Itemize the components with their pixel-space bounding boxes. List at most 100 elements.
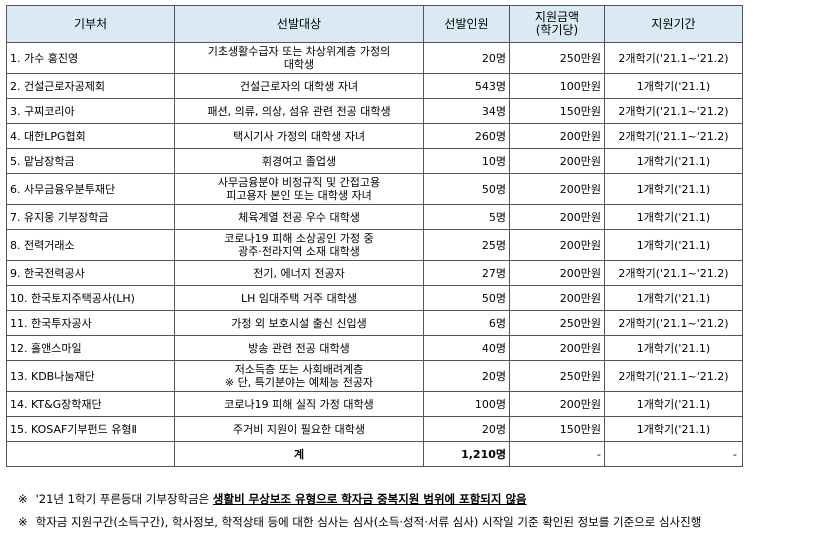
count-cell: 20명 (423, 416, 510, 442)
target-line: 사무금융분야 비정규직 및 간접고용 (217, 176, 381, 189)
target-cell: 주거비 지원이 필요한 대학생 (174, 416, 424, 442)
period-cell: 1개학기('21.1) (604, 229, 743, 261)
period-cell: 1개학기('21.1) (604, 416, 743, 442)
table-row: 15. KOSAF기부펀드 유형Ⅱ 주거비 지원이 필요한 대학생 20명 150만원… (6, 416, 743, 442)
amount-cell: 200만원 (509, 335, 605, 361)
count-cell: 5명 (423, 204, 510, 230)
table-row: 10. 한국토지주택공사(LH) LH 임대주택 거주 대학생 50명 200만원 1개… (6, 285, 743, 311)
count-cell: 100명 (423, 391, 510, 417)
table-row: 8. 전력거래소 코로나19 피해 소상공인 가정 중 광주·전라지역 소재 대학생… (6, 229, 743, 261)
period-cell: 2개학기('21.1~'21.2) (604, 123, 743, 149)
count-cell: 260명 (423, 123, 510, 149)
amount-cell: 200만원 (509, 260, 605, 286)
count-cell: 20명 (423, 42, 510, 74)
amount-cell: 150만원 (509, 416, 605, 442)
donor-cell: 4. 대한LPG협회 (6, 123, 175, 149)
target-cell: 사무금융분야 비정규직 및 간접고용 피고용자 본인 또는 대학생 자녀 (174, 173, 424, 205)
footnote-2: ※ 학자금 지원구간(소득구간), 학사정보, 학적상태 등에 대한 심사는 심사… (18, 511, 701, 534)
target-line: 가정 외 보호시설 출신 신입생 (231, 316, 367, 330)
target-cell: 코로나19 피해 실직 가정 대학생 (174, 391, 424, 417)
footnote-1-text: '21년 1학기 푸른등대 기부장학금은 (35, 492, 213, 506)
scholarship-table: 기부처 선발대상 선발인원 지원금액 (학기당) 지원기간 1. 가수 홍진영 기… (6, 5, 743, 467)
target-line: 코로나19 피해 실직 가정 대학생 (224, 397, 374, 411)
note-mark: ※ (18, 492, 28, 506)
period-cell: 2개학기('21.1~'21.2) (604, 42, 743, 74)
table-row: 4. 대한LPG협회 택시기사 가정의 대학생 자녀 260명 200만원 2개학기('… (6, 123, 743, 149)
count-cell: 10명 (423, 148, 510, 174)
target-line: 전기, 에너지 전공자 (253, 266, 345, 280)
target-cell: 가정 외 보호시설 출신 신입생 (174, 310, 424, 336)
total-amount: - (509, 441, 605, 467)
count-cell: 50명 (423, 285, 510, 311)
donor-cell: 3. 구찌코리아 (6, 98, 175, 124)
period-cell: 2개학기('21.1~'21.2) (604, 360, 743, 392)
period-cell: 1개학기('21.1) (604, 391, 743, 417)
target-line: 방송 관련 전공 대학생 (248, 341, 350, 355)
period-cell: 2개학기('21.1~'21.2) (604, 310, 743, 336)
target-line: 택시기사 가정의 대학생 자녀 (233, 129, 365, 143)
footnotes: ※ '21년 1학기 푸른등대 기부장학금은 생활비 무상보조 유형으로 학자금 … (18, 488, 701, 534)
total-label: 계 (174, 441, 424, 467)
period-cell: 2개학기('21.1~'21.2) (604, 260, 743, 286)
amount-cell: 150만원 (509, 98, 605, 124)
amount-cell: 200만원 (509, 391, 605, 417)
target-cell: LH 임대주택 거주 대학생 (174, 285, 424, 311)
header-count: 선발인원 (423, 5, 510, 43)
total-empty-cell (6, 441, 175, 467)
amount-cell: 200만원 (509, 229, 605, 261)
amount-cell: 200만원 (509, 204, 605, 230)
target-line: 패션, 의류, 의상, 섬유 관련 전공 대학생 (207, 104, 391, 118)
footnote-2-text: 학자금 지원구간(소득구간), 학사정보, 학적상태 등에 대한 심사는 심사(… (35, 515, 702, 529)
target-cell: 방송 관련 전공 대학생 (174, 335, 424, 361)
total-count: 1,210명 (423, 441, 510, 467)
target-line: 광주·전라지역 소재 대학생 (238, 245, 360, 258)
amount-cell: 250만원 (509, 310, 605, 336)
table-row: 11. 한국투자공사 가정 외 보호시설 출신 신입생 6명 250만원 2개학기('2… (6, 310, 743, 336)
target-line: 코로나19 피해 소상공인 가정 중 (224, 232, 374, 245)
target-line: 체육계열 전공 우수 대학생 (238, 210, 360, 224)
table-row: 7. 유지웅 기부장학금 체육계열 전공 우수 대학생 5명 200만원 1개학기('2… (6, 204, 743, 230)
table-row: 14. KT&G장학재단 코로나19 피해 실직 가정 대학생 100명 200만원 1… (6, 391, 743, 417)
donor-cell: 13. KDB나눔재단 (6, 360, 175, 392)
period-cell: 1개학기('21.1) (604, 204, 743, 230)
table-row: 9. 한국전력공사 전기, 에너지 전공자 27명 200만원 2개학기('21.1~'… (6, 260, 743, 286)
target-cell: 패션, 의류, 의상, 섬유 관련 전공 대학생 (174, 98, 424, 124)
table-row: 3. 구찌코리아 패션, 의류, 의상, 섬유 관련 전공 대학생 34명 150만원… (6, 98, 743, 124)
target-cell: 전기, 에너지 전공자 (174, 260, 424, 286)
target-cell: 저소득층 또는 사회배려계층 ※ 단, 특기분야는 예체능 전공자 (174, 360, 424, 392)
table-body: 1. 가수 홍진영 기초생활수급자 또는 차상위계층 가정의 대학생 20명 250만원… (6, 42, 743, 442)
table-row: 6. 사무금융우분투재단 사무금융분야 비정규직 및 간접고용 피고용자 본인 또는… (6, 173, 743, 205)
header-amount-line2: (학기당) (535, 23, 579, 37)
target-cell: 건설근로자의 대학생 자녀 (174, 73, 424, 99)
count-cell: 25명 (423, 229, 510, 261)
amount-cell: 200만원 (509, 285, 605, 311)
amount-cell: 250만원 (509, 360, 605, 392)
count-cell: 6명 (423, 310, 510, 336)
donor-cell: 7. 유지웅 기부장학금 (6, 204, 175, 230)
target-line: 기초생활수급자 또는 차상위계층 가정의 (207, 45, 391, 58)
table-row: 12. 홀앤스마일 방송 관련 전공 대학생 40명 200만원 1개학기('21.1) (6, 335, 743, 361)
count-cell: 543명 (423, 73, 510, 99)
target-line: 대학생 (283, 58, 315, 71)
total-period: - (604, 441, 743, 467)
total-row: 계 1,210명 - - (6, 441, 743, 467)
amount-cell: 250만원 (509, 42, 605, 74)
table-row: 2. 건설근로자공제회 건설근로자의 대학생 자녀 543명 100만원 1개학기('2… (6, 73, 743, 99)
amount-cell: 200만원 (509, 173, 605, 205)
period-cell: 1개학기('21.1) (604, 335, 743, 361)
table-header-row: 기부처 선발대상 선발인원 지원금액 (학기당) 지원기간 (6, 5, 743, 43)
donor-cell: 11. 한국투자공사 (6, 310, 175, 336)
note-mark: ※ (18, 515, 28, 529)
footnote-1-emphasis: 생활비 무상보조 유형으로 학자금 중복지원 범위에 포함되지 않음 (212, 492, 527, 506)
target-line: 휘경여고 졸업생 (261, 154, 337, 168)
donor-cell: 9. 한국전력공사 (6, 260, 175, 286)
donor-cell: 10. 한국토지주택공사(LH) (6, 285, 175, 311)
target-line: 저소득층 또는 사회배려계층 (234, 363, 364, 376)
period-cell: 2개학기('21.1~'21.2) (604, 98, 743, 124)
donor-cell: 12. 홀앤스마일 (6, 335, 175, 361)
count-cell: 20명 (423, 360, 510, 392)
target-line: 주거비 지원이 필요한 대학생 (233, 422, 365, 436)
header-donor: 기부처 (6, 5, 175, 43)
donor-cell: 1. 가수 홍진영 (6, 42, 175, 74)
